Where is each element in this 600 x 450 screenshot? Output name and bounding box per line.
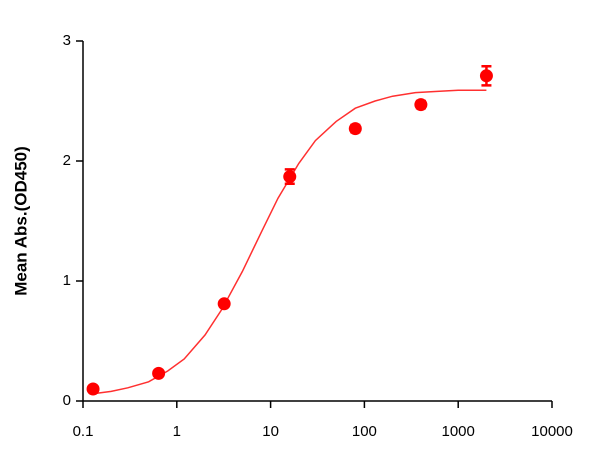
data-point	[217, 297, 231, 311]
data-point	[283, 170, 297, 184]
data-point	[86, 382, 100, 396]
x-tick-label: 100	[352, 423, 377, 440]
y-tick-label: 2	[63, 152, 71, 169]
data-point	[479, 69, 493, 83]
x-tick-label: 10000	[531, 423, 573, 440]
y-tick-label: 3	[63, 32, 71, 49]
x-tick-label: 10	[262, 423, 279, 440]
data-point	[414, 98, 428, 112]
y-tick-label: 0	[63, 392, 71, 409]
x-tick-label: 0.1	[73, 423, 94, 440]
data-point	[348, 122, 362, 136]
fit-curve	[93, 89, 487, 395]
y-axis-label: Mean Abs.(OD450)	[11, 146, 30, 296]
x-tick-label: 1	[173, 423, 181, 440]
y-tick-label: 1	[63, 272, 71, 289]
x-tick-label: 1000	[442, 423, 475, 440]
data-point	[152, 366, 166, 380]
